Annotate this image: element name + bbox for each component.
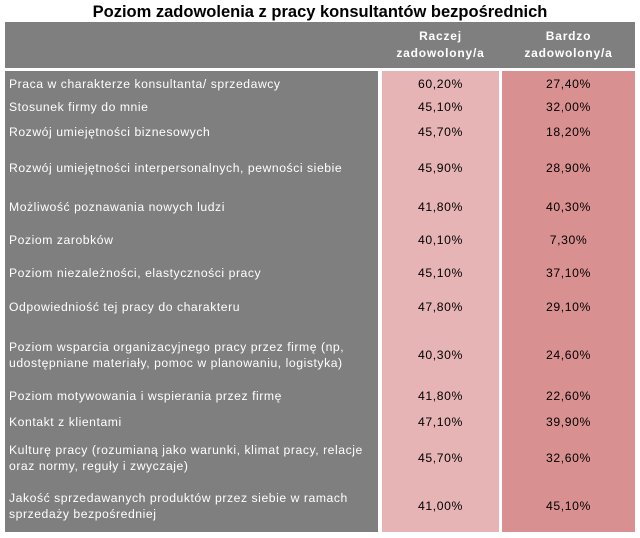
value-rather-satisfied: 60,20% (418, 77, 463, 91)
value-very-satisfied: 32,00% (546, 100, 591, 114)
value-rather-satisfied: 40,30% (418, 348, 463, 362)
row-label: Praca w charakterze konsultanta/ sprzeda… (9, 77, 281, 91)
value-rather-satisfied: 40,10% (418, 233, 463, 247)
column-header-rather-satisfied: Raczej zadowolony/a (382, 28, 499, 66)
value-rather-satisfied: 41,80% (418, 200, 463, 214)
value-rather-satisfied: 45,70% (418, 450, 463, 465)
row-label: Poziom zarobków (9, 233, 114, 247)
value-rather-satisfied: 45,10% (418, 100, 463, 114)
value-very-satisfied: 45,10% (546, 499, 591, 513)
value-rather-satisfied: 45,70% (418, 125, 463, 139)
value-very-satisfied: 29,10% (546, 300, 591, 314)
row-label: Poziom niezależności, elastyczności prac… (9, 266, 262, 280)
row-label: Stosunek firmy do mnie (9, 100, 149, 114)
column-header-line: zadowolony/a (396, 46, 485, 60)
column-header-line: zadowolony/a (524, 46, 613, 60)
row-label: Kulturę pracy (rozumianą jako warunki, k… (9, 442, 363, 473)
table-row: Rozwój umiejętności biznesowych 45,70% 18,… (5, 119, 635, 145)
value-rather-satisfied: 47,10% (418, 415, 463, 429)
rather-satisfied-column-background (382, 71, 499, 532)
row-label: Rozwój umiejętności interpersonalnych, p… (9, 161, 343, 175)
value-very-satisfied: 28,90% (546, 161, 591, 175)
row-label: Możliwość poznawania nowych ludzi (9, 200, 225, 214)
table-row: Stosunek firmy do mnie 45,10% 32,00% (5, 96, 635, 118)
value-very-satisfied: 27,40% (546, 77, 591, 91)
satisfaction-table: Raczej zadowolony/a Bardzo zadowolony/a … (5, 22, 635, 532)
chart-title: Poziom zadowolenia z pracy konsultantów … (92, 3, 548, 21)
row-label: Odpowiedniość tej pracy do charakteru (9, 300, 241, 314)
table-row: Możliwość poznawania nowych ludzi 41,80% 4… (5, 192, 635, 222)
very-satisfied-column-background (502, 71, 635, 532)
column-header-line: Raczej (419, 29, 462, 43)
column-header-line: Bardzo (545, 29, 592, 43)
value-very-satisfied: 37,10% (546, 266, 591, 280)
table-row: Poziom motywowania i wspierania przez fi… (5, 385, 635, 407)
table-row: Praca w charakterze konsultanta/ sprzeda… (5, 73, 635, 95)
table-row: Kulturę pracy (rozumianą jako warunki, k… (5, 437, 635, 478)
table-row: Odpowiedniość tej pracy do charakteru 47,… (5, 290, 635, 324)
value-very-satisfied: 32,60% (546, 450, 591, 465)
value-rather-satisfied: 41,80% (418, 389, 463, 403)
label-column-background (5, 71, 378, 532)
value-very-satisfied: 39,90% (546, 415, 591, 429)
value-very-satisfied: 40,30% (546, 200, 591, 214)
row-label: Poziom wsparcia organizacyjnego pracy pr… (9, 340, 345, 370)
value-very-satisfied: 22,60% (546, 389, 591, 403)
table-row: Jakość sprzedawanych produktów przez sie… (5, 480, 635, 532)
table-row: Poziom niezależności, elastyczności prac… (5, 258, 635, 288)
row-label: Rozwój umiejętności biznesowych (9, 125, 211, 139)
value-rather-satisfied: 45,90% (418, 161, 463, 175)
value-very-satisfied: 18,20% (546, 125, 591, 139)
table-row: Poziom zarobków 40,10% 7,30% (5, 224, 635, 256)
table-row: Kontakt z klientami 47,10% 39,90% (5, 409, 635, 435)
table-row: Poziom wsparcia organizacyjnego pracy pr… (5, 326, 635, 384)
table-row: Rozwój umiejętności interpersonalnych, p… (5, 147, 635, 189)
value-rather-satisfied: 41,00% (418, 499, 463, 513)
value-very-satisfied: 7,30% (549, 233, 588, 247)
row-label: Poziom motywowania i wspierania przez fi… (9, 389, 282, 403)
row-label: Kontakt z klientami (9, 415, 122, 429)
table-header (5, 22, 635, 68)
value-very-satisfied: 24,60% (546, 348, 591, 362)
row-label: Jakość sprzedawanych produktów przez sie… (9, 491, 348, 521)
value-rather-satisfied: 47,80% (418, 300, 463, 314)
value-rather-satisfied: 45,10% (418, 266, 463, 280)
column-header-very-satisfied: Bardzo zadowolony/a (502, 28, 635, 66)
